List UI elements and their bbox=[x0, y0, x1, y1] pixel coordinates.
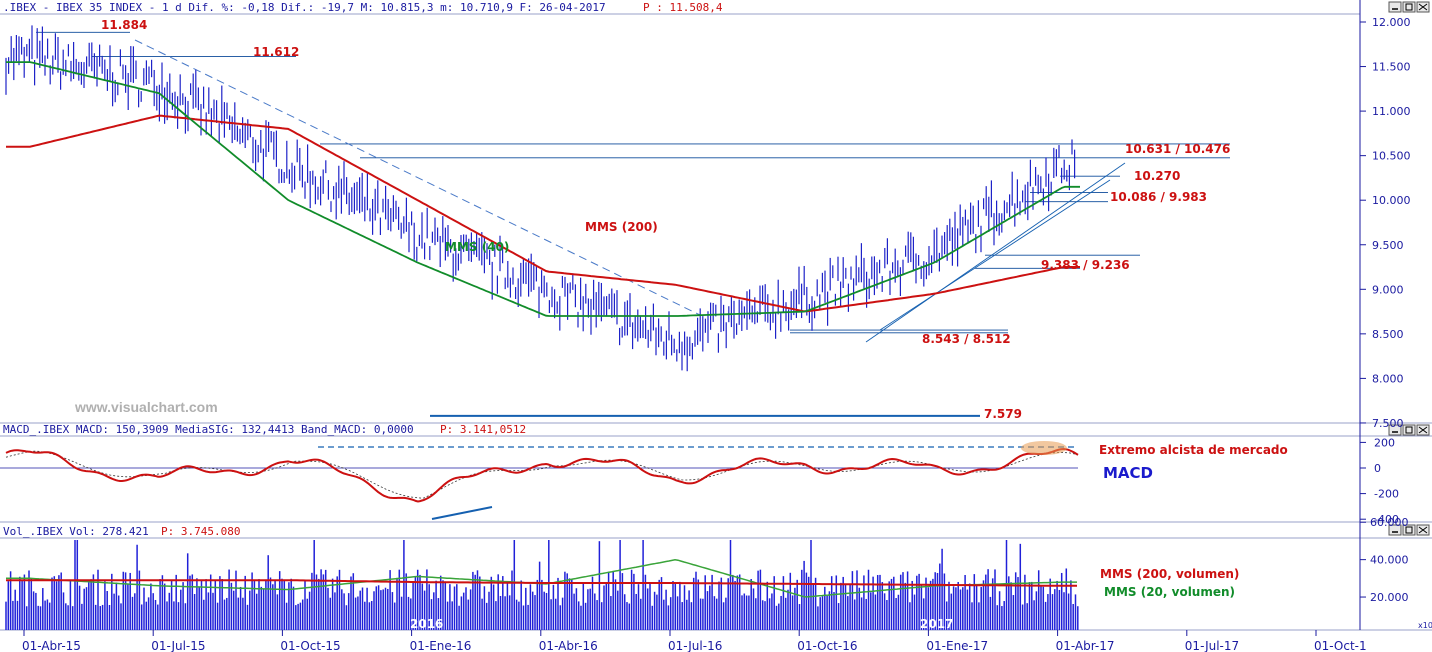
x-tick-label: 01-Oct-15 bbox=[280, 639, 340, 652]
macd-window-buttons[interactable] bbox=[1388, 424, 1430, 436]
maximize-icon bbox=[1405, 526, 1413, 534]
vol200-line bbox=[6, 579, 1077, 587]
macd-signal-line bbox=[5, 450, 1079, 499]
vol-window-buttons[interactable] bbox=[1388, 524, 1430, 536]
maximize-icon bbox=[1405, 3, 1413, 11]
x-tick-label: 01-Jul-17 bbox=[1185, 639, 1239, 652]
label-low-7579: 7.579 bbox=[984, 407, 1022, 421]
mma200-line bbox=[6, 114, 1080, 313]
axis-ticks: 12.000 11.500 11.000 10.500 10.000 9.500 9.000… bbox=[22, 16, 1411, 652]
close-icon bbox=[1418, 3, 1428, 11]
series-lines bbox=[6, 61, 1080, 598]
macd-y-tick-label: 0 bbox=[1374, 462, 1381, 475]
price-panel-p: P : 11.508,4 bbox=[643, 1, 723, 14]
label-macd-name: MACD bbox=[1103, 464, 1153, 482]
label-high-11612: 11.612 bbox=[253, 45, 299, 59]
uptrend-line bbox=[879, 179, 1111, 331]
macd-lines bbox=[0, 441, 1079, 520]
y-tick-label: 10.500 bbox=[1372, 150, 1411, 163]
y-tick-label: 8.000 bbox=[1372, 372, 1404, 385]
x-tick-label: 01-Abr-16 bbox=[539, 639, 598, 652]
x-tick-label: 01-Ene-17 bbox=[926, 639, 988, 652]
macd-y-tick-label: -200 bbox=[1374, 488, 1399, 501]
close-icon bbox=[1418, 426, 1428, 434]
vol-y-tick-label: 60.000 bbox=[1370, 516, 1409, 529]
volume-bars bbox=[5, 540, 1079, 630]
maximize-icon bbox=[1405, 426, 1413, 434]
label-year-2017: 2017 bbox=[920, 617, 953, 631]
y-tick-label: 11.500 bbox=[1372, 61, 1411, 74]
macd-divergence-line bbox=[431, 506, 493, 520]
x-tick-label: 01-Abr-17 bbox=[1056, 639, 1115, 652]
price-window-buttons[interactable] bbox=[1388, 1, 1430, 13]
mma40-line bbox=[6, 61, 1080, 317]
downtrend-line bbox=[134, 39, 701, 316]
label-s2: 8.543 / 8.512 bbox=[922, 332, 1011, 346]
label-r2: 10.270 bbox=[1134, 169, 1180, 183]
macd-y-tick-label: 200 bbox=[1374, 436, 1395, 449]
label-r3: 10.086 / 9.983 bbox=[1110, 190, 1207, 204]
y-tick-label: 9.000 bbox=[1372, 283, 1404, 296]
macd-y-tick-label: -400 bbox=[1374, 513, 1399, 526]
x-tick-label: 01-Jul-16 bbox=[668, 639, 722, 652]
vol-y-tick-label: 40.000 bbox=[1370, 554, 1409, 567]
y-tick-label: 10.000 bbox=[1372, 194, 1411, 207]
macd-line bbox=[5, 447, 1079, 503]
price-levels bbox=[36, 31, 1230, 417]
x-tick-label: 01-Oct-16 bbox=[797, 639, 857, 652]
macd-panel-p: P: 3.141,0512 bbox=[440, 423, 526, 436]
watermark: www.visualchart.com bbox=[74, 399, 218, 415]
x-tick-label: 01-Jul-15 bbox=[151, 639, 205, 652]
vol-scale-corner: x10 bbox=[1418, 621, 1432, 630]
label-mma200: MMS (200) bbox=[585, 220, 658, 234]
label-high-11884: 11.884 bbox=[101, 18, 147, 32]
price-panel-header: .IBEX - IBEX 35 INDEX - 1 d Dif. %: -0,1… bbox=[3, 1, 606, 14]
vol-y-tick-label: 20.000 bbox=[1370, 591, 1409, 604]
y-tick-label: 12.000 bbox=[1372, 16, 1411, 29]
label-mma40: MMS (40) bbox=[445, 240, 509, 254]
price-bars bbox=[5, 25, 1076, 372]
label-vol200: MMS (200, volumen) bbox=[1100, 567, 1239, 581]
y-tick-label: 11.000 bbox=[1372, 105, 1411, 118]
vol-panel-p: P: 3.745.080 bbox=[161, 525, 240, 538]
x-tick-label: 01-Oct-1 bbox=[1314, 639, 1367, 652]
close-icon bbox=[1418, 526, 1428, 534]
label-s1: 9.383 / 9.236 bbox=[1041, 258, 1130, 272]
y-tick-label: 7.500 bbox=[1372, 417, 1404, 430]
y-tick-label: 9.500 bbox=[1372, 239, 1404, 252]
x-tick-label: 01-Ene-16 bbox=[410, 639, 472, 652]
label-macd-extreme: Extremo alcista de mercado bbox=[1099, 443, 1288, 457]
uptrend-line bbox=[865, 162, 1126, 343]
macd-extreme-highlight bbox=[1021, 441, 1067, 455]
label-year-2016: 2016 bbox=[410, 617, 443, 631]
x-tick-label: 01-Abr-15 bbox=[22, 639, 81, 652]
vol-panel-header: Vol_.IBEX Vol: 278.421 bbox=[3, 525, 149, 538]
label-r1: 10.631 / 10.476 bbox=[1125, 142, 1230, 156]
y-tick-label: 8.500 bbox=[1372, 328, 1404, 341]
label-vol20: MMS (20, volumen) bbox=[1104, 585, 1235, 599]
macd-panel-header: MACD_.IBEX MACD: 150,3909 MediaSIG: 132,… bbox=[3, 423, 414, 436]
